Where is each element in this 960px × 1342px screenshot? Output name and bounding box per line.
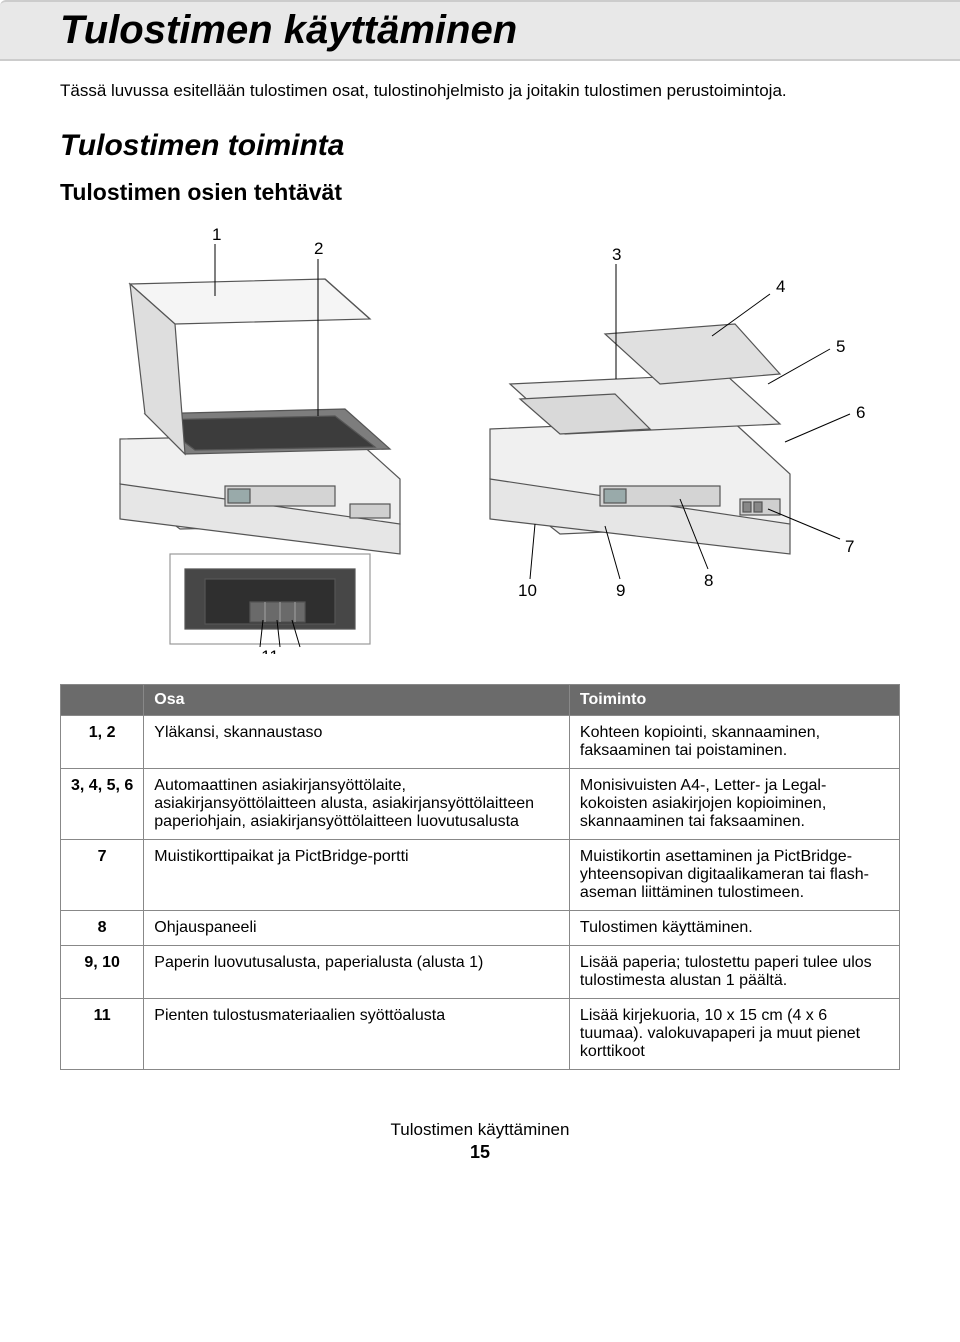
page-footer: Tulostimen käyttäminen 15 (60, 1120, 900, 1163)
th-osa: Osa (144, 685, 570, 716)
row-toiminto: Muistikortin asettaminen ja PictBridge-y… (569, 840, 899, 911)
table-row: 1, 2 Yläkansi, skannaustaso Kohteen kopi… (61, 716, 900, 769)
callout-3: 3 (612, 245, 621, 264)
callout-10: 10 (518, 581, 537, 600)
section-title: Tulostimen toiminta (60, 129, 900, 163)
table-row: 11 Pienten tulostusmateriaalien syöttöal… (61, 999, 900, 1070)
table-row: 3, 4, 5, 6 Automaattinen asiakirjansyött… (61, 769, 900, 840)
callout-8: 8 (704, 571, 713, 590)
row-osa: Pienten tulostusmateriaalien syöttöalust… (144, 999, 570, 1070)
row-idx: 8 (61, 911, 144, 946)
callout-5: 5 (836, 337, 845, 356)
row-idx: 9, 10 (61, 946, 144, 999)
callout-9: 9 (616, 581, 625, 600)
row-idx: 7 (61, 840, 144, 911)
th-blank (61, 685, 144, 716)
row-idx: 1, 2 (61, 716, 144, 769)
callout-2: 2 (314, 239, 323, 258)
page-title: Tulostimen käyttäminen (60, 8, 900, 53)
callout-11: 11 (261, 647, 279, 654)
row-osa: Ohjauspaneeli (144, 911, 570, 946)
row-osa: Automaattinen asiakirjansyöttölaite, asi… (144, 769, 570, 840)
row-toiminto: Lisää paperia; tulostettu paperi tulee u… (569, 946, 899, 999)
table-row: 7 Muistikorttipaikat ja PictBridge-portt… (61, 840, 900, 911)
row-toiminto: Monisivuisten A4-, Letter- ja Legal-koko… (569, 769, 899, 840)
footer-title: Tulostimen käyttäminen (60, 1120, 900, 1140)
table-row: 9, 10 Paperin luovutusalusta, paperialus… (61, 946, 900, 999)
title-bar: Tulostimen käyttäminen (0, 0, 960, 61)
row-idx: 3, 4, 5, 6 (61, 769, 144, 840)
printer-diagram: 1 2 (60, 224, 900, 654)
row-osa: Paperin luovutusalusta, paperialusta (al… (144, 946, 570, 999)
subsection-title: Tulostimen osien tehtävät (60, 179, 900, 206)
parts-table: Osa Toiminto 1, 2 Yläkansi, skannaustaso… (60, 684, 900, 1070)
table-row: 8 Ohjauspaneeli Tulostimen käyttäminen. (61, 911, 900, 946)
row-toiminto: Lisää kirjekuoria, 10 x 15 cm (4 x 6 tuu… (569, 999, 899, 1070)
row-toiminto: Kohteen kopiointi, skannaaminen, faksaam… (569, 716, 899, 769)
th-toiminto: Toiminto (569, 685, 899, 716)
intro-text: Tässä luvussa esitellään tulostimen osat… (60, 81, 900, 101)
callout-4: 4 (776, 277, 785, 296)
row-toiminto: Tulostimen käyttäminen. (569, 911, 899, 946)
footer-pagenum: 15 (470, 1142, 490, 1162)
row-osa: Yläkansi, skannaustaso (144, 716, 570, 769)
row-idx: 11 (61, 999, 144, 1070)
callout-6: 6 (856, 403, 865, 422)
row-osa: Muistikorttipaikat ja PictBridge-portti (144, 840, 570, 911)
callout-1: 1 (212, 225, 221, 244)
callout-7: 7 (845, 537, 854, 556)
